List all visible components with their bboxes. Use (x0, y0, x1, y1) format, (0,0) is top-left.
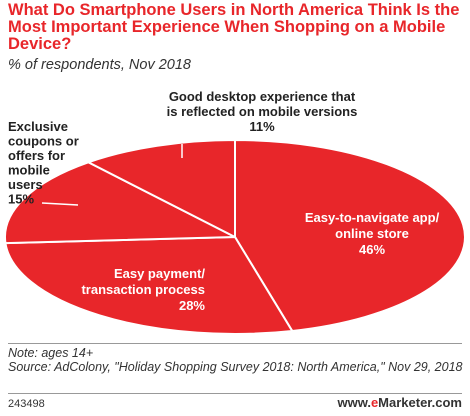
slice-label-line: users (8, 177, 43, 192)
pie-slice-easy-payment (4, 235, 294, 335)
slice-value-exclusive-coupons: 15% (8, 192, 34, 207)
slice-label-line: offers for (8, 148, 65, 163)
pie-labels: Easy-to-navigate app/online store 46%Easy… (8, 89, 440, 313)
footnote: Note: ages 14+ (8, 346, 94, 360)
leader-line-exclusive-coupons (41, 202, 79, 206)
pie-slices (4, 138, 466, 335)
slice-label-line: online store (335, 226, 409, 241)
slice-label-line: Good desktop experience that (169, 89, 356, 104)
slice-value-easy-payment: 28% (179, 298, 205, 313)
footer-divider-bottom (8, 393, 462, 394)
brand-accent: e (370, 395, 379, 410)
slice-label-line: coupons or (8, 134, 79, 149)
slice-value-easy-navigate: 46% (359, 242, 385, 257)
slice-label-line: transaction process (81, 282, 205, 297)
slice-label-exclusive-coupons: Exclusive coupons or offers for mobile users… (8, 119, 79, 207)
pie-slice-easy-navigate (234, 138, 466, 333)
pie-slice-exclusive-coupons (4, 161, 236, 245)
slice-label-easy-navigate: Easy-to-navigate app/online store 46% (305, 210, 440, 257)
chart-title: What Do Smartphone Users in North Americ… (8, 1, 460, 53)
slice-label-line: is reflected on mobile versions (167, 104, 358, 119)
brand-prefix: www. (337, 395, 371, 410)
brand-suffix: Marketer.com (378, 395, 462, 410)
slice-label-easy-payment: Easy payment/transaction process 28% (81, 266, 205, 313)
slice-label-good-desktop: Good desktop experience that is reflected… (167, 89, 358, 134)
source-note: Source: AdColony, "Holiday Shopping Surv… (8, 360, 463, 374)
slice-label-line: Easy-to-navigate app/ (305, 210, 440, 225)
pie-slice-good-desktop (85, 138, 236, 239)
chart-subtitle: % of respondents, Nov 2018 (8, 57, 191, 73)
chart-id: 243498 (8, 398, 45, 410)
emarketer-logo[interactable]: www.eMarketer.com (337, 395, 462, 410)
footer-divider-top (8, 343, 462, 344)
slice-label-line: Easy payment/ (114, 266, 205, 281)
slice-label-line: Exclusive (8, 119, 68, 134)
slice-value-good-desktop: 11% (249, 119, 275, 134)
slice-label-line: mobile (8, 163, 50, 178)
